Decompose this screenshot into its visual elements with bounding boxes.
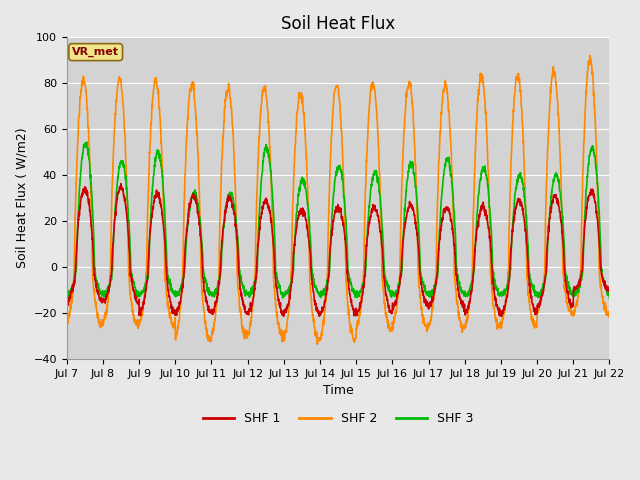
- SHF 2: [573, 298, 580, 303]
- SHF 1: [496, 312, 504, 317]
- Line: SHF 3: SHF 3: [67, 142, 609, 299]
- Line: SHF 2: SHF 2: [67, 56, 609, 344]
- Y-axis label: Soil Heat Flux ( W/m2): Soil Heat Flux ( W/m2): [15, 128, 28, 268]
- SHF 2: [496, 320, 504, 325]
- SHF 3: [573, 288, 580, 294]
- Legend: SHF 1, SHF 2, SHF 3: SHF 1, SHF 2, SHF 3: [198, 407, 478, 430]
- SHF 3: [366, 200, 374, 205]
- X-axis label: Time: Time: [323, 384, 353, 397]
- SHF 3: [354, 293, 362, 299]
- SHF 2: [214, 282, 222, 288]
- Line: SHF 1: SHF 1: [67, 184, 609, 316]
- SHF 1: [354, 308, 362, 314]
- SHF 1: [366, 216, 374, 222]
- SHF 1: [214, 288, 222, 294]
- SHF 3: [605, 296, 613, 301]
- Title: Soil Heat Flux: Soil Heat Flux: [281, 15, 396, 33]
- SHF 1: [605, 286, 613, 292]
- SHF 1: [573, 283, 580, 289]
- SHF 2: [586, 53, 594, 59]
- SHF 3: [83, 139, 90, 145]
- SHF 3: [214, 278, 222, 284]
- Text: VR_met: VR_met: [72, 47, 119, 57]
- SHF 2: [558, 204, 566, 209]
- SHF 2: [366, 99, 374, 105]
- SHF 2: [63, 324, 70, 329]
- SHF 1: [117, 181, 125, 187]
- SHF 2: [605, 310, 613, 315]
- SHF 1: [63, 300, 70, 306]
- SHF 3: [496, 293, 504, 299]
- SHF 3: [558, 204, 566, 210]
- SHF 2: [314, 341, 321, 347]
- SHF 1: [558, 230, 566, 236]
- SHF 3: [63, 294, 70, 300]
- SHF 2: [354, 322, 362, 328]
- SHF 1: [280, 313, 287, 319]
